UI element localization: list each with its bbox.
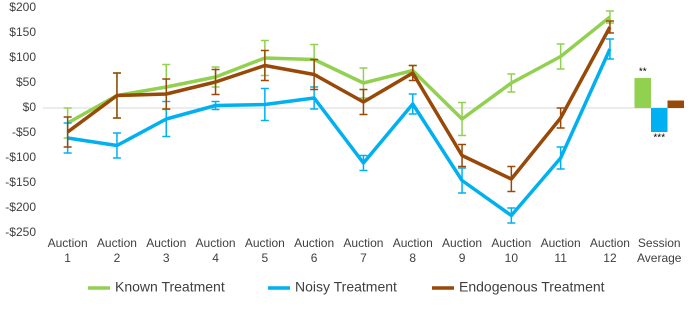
x-tick-label-line: Auction <box>196 236 236 250</box>
x-tick-label-line: 8 <box>409 251 416 265</box>
x-tick-label: Auction 8 <box>393 236 433 265</box>
x-tick-label-line: 10 <box>505 251 519 265</box>
x-tick-label-line: Auction <box>343 236 383 250</box>
x-tick-label: Auction 4 <box>196 236 236 265</box>
x-tick-label-line: Auction <box>146 236 186 250</box>
x-tick-label-line: Session <box>638 236 681 250</box>
x-tick-label-line: Auction <box>590 236 630 250</box>
x-tick-label-line: Auction <box>541 236 581 250</box>
x-tick-label-line: 5 <box>262 251 269 265</box>
bar <box>667 100 684 108</box>
x-tick-label: Auction 11 <box>541 236 581 265</box>
significance-label: *** <box>653 133 665 144</box>
y-tick-label: $50 <box>16 75 36 89</box>
bar <box>634 78 651 108</box>
x-tick-label-line: Auction <box>393 236 433 250</box>
x-tick-label: Auction 6 <box>294 236 334 265</box>
legend-label: Endogenous Treatment <box>459 279 605 295</box>
x-tick-label: Auction 10 <box>491 236 531 265</box>
x-tick-label-line: 9 <box>459 251 466 265</box>
x-tick-label-line: 11 <box>554 251 567 265</box>
x-tick-label-line: Auction <box>442 236 482 250</box>
x-tick-label: Auction 5 <box>245 236 285 265</box>
x-tick-label-line: 1 <box>64 251 71 265</box>
x-tick-label-line: 3 <box>163 251 170 265</box>
x-tick-label-line: Auction <box>294 236 334 250</box>
x-tick-label: Auction 9 <box>442 236 482 265</box>
x-tick-label-line: Average <box>637 251 682 265</box>
bar <box>651 108 668 132</box>
series-line <box>66 15 612 125</box>
y-tick-label: -$100 <box>5 150 36 164</box>
significance-label: ** <box>639 67 647 78</box>
x-tick-label-line: 4 <box>212 251 219 265</box>
x-tick-label-line: 7 <box>360 251 367 265</box>
y-tick-label: -$200 <box>5 200 36 214</box>
y-tick-label: -$150 <box>5 175 36 189</box>
y-tick-label: $0 <box>23 100 37 114</box>
series-line <box>67 48 612 218</box>
y-tick-label: $100 <box>9 50 36 64</box>
y-tick-label: $200 <box>9 0 36 14</box>
y-tick-label: -$50 <box>12 125 36 139</box>
x-tick-label: Auction 7 <box>343 236 383 265</box>
legend-label: Known Treatment <box>115 279 225 295</box>
x-tick-label: Auction 12 <box>590 236 630 265</box>
series-line <box>66 26 612 181</box>
x-tick-label-line: Auction <box>48 236 88 250</box>
x-tick-label: Auction 2 <box>97 236 137 265</box>
y-tick-label: -$250 <box>5 225 36 239</box>
x-tick-label-line: Auction <box>97 236 137 250</box>
x-tick-label-line: 12 <box>603 251 617 265</box>
x-tick-label: Auction 1 <box>48 236 88 265</box>
x-tick-label-line: Auction <box>245 236 285 250</box>
x-tick-label-line: 6 <box>311 251 318 265</box>
legend-label: Noisy Treatment <box>295 279 397 295</box>
x-tick-label-line: Auction <box>491 236 531 250</box>
x-tick-label: Auction 3 <box>146 236 186 265</box>
x-tick-label: Session Average <box>637 236 682 265</box>
y-tick-label: $150 <box>9 25 36 39</box>
x-tick-label-line: 2 <box>114 251 121 265</box>
